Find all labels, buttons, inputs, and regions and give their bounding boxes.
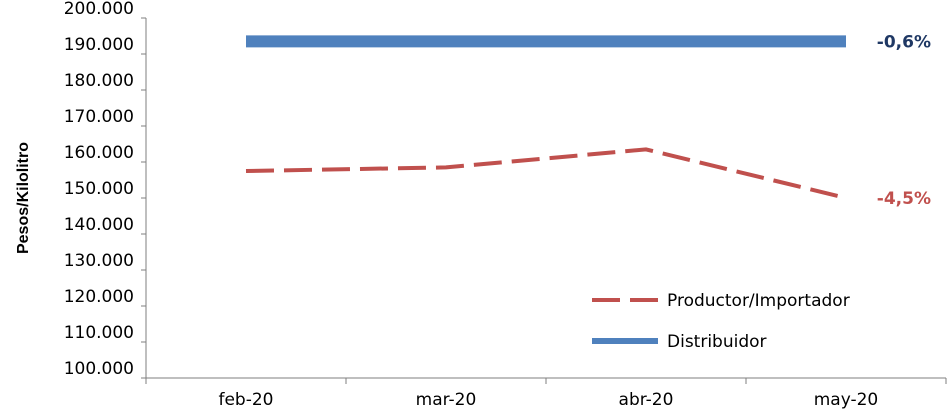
x-tick-label: mar-20: [416, 390, 477, 410]
y-tick-label: 170.000: [64, 107, 134, 127]
y-tick-label: 180.000: [64, 71, 134, 91]
y-tick-label: 130.000: [64, 251, 134, 271]
y-tick-label: 120.000: [64, 287, 134, 307]
y-axis: 100.000 110.000 120.000 130.000 140.000 150.0…: [64, 0, 147, 379]
legend-label-0: Productor/Importador: [667, 291, 850, 311]
series-layer: -4,5% -0,6%: [245, 32, 931, 209]
y-tick-label: 110.000: [64, 323, 134, 343]
y-tick-label: 150.000: [64, 179, 134, 199]
series-end-label-0: -4,5%: [877, 189, 931, 209]
y-axis-title: Pesos/Kilolitro: [15, 142, 32, 254]
y-tick-label: 200.000: [64, 0, 134, 19]
x-axis: feb-20 mar-20 abr-20 may-20: [145, 377, 947, 410]
y-tick-label: 160.000: [64, 143, 134, 163]
y-tick-label: 190.000: [64, 35, 134, 55]
x-tick-label: abr-20: [619, 390, 674, 410]
series-line-0: [245, 147, 847, 200]
legend: Productor/Importador Distribuidor: [592, 291, 850, 352]
y-tick-label: 100.000: [64, 359, 134, 379]
legend-label-1: Distribuidor: [667, 332, 767, 352]
x-tick-label: feb-20: [218, 390, 273, 410]
x-tick-label: may-20: [814, 390, 879, 410]
y-tick-label: 140.000: [64, 215, 134, 235]
series-end-label-1: -0,6%: [877, 32, 931, 52]
